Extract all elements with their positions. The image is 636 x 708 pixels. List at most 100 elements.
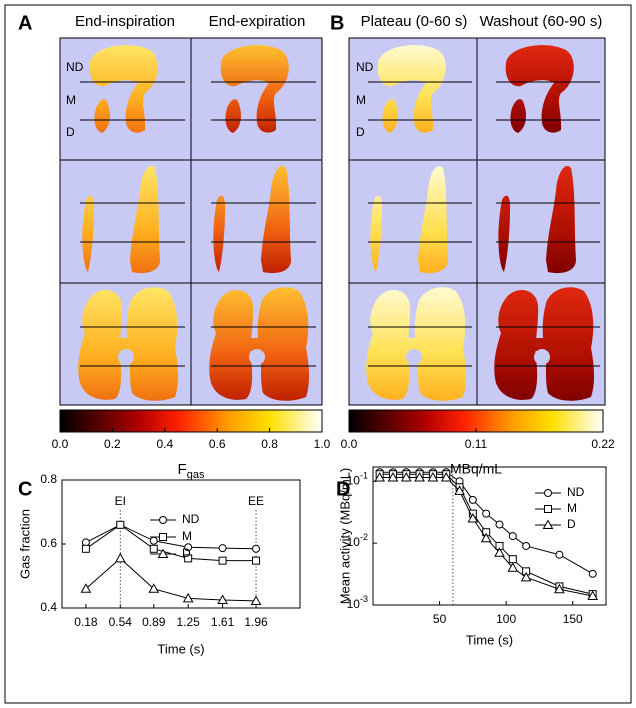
marker — [522, 541, 531, 550]
column-title: Washout (60-90 s) — [480, 13, 603, 30]
x-tick-label: 0.54 — [109, 615, 133, 629]
marker — [387, 471, 399, 482]
x-axis-title: Time (s) — [157, 641, 204, 656]
marker — [588, 569, 597, 578]
region-lines — [80, 81, 316, 367]
marker — [555, 550, 564, 559]
legend-marker — [544, 505, 552, 513]
legend-label: M — [567, 501, 577, 515]
annotation: EE — [248, 494, 264, 508]
legend-label: D — [567, 517, 576, 531]
marker — [217, 594, 228, 604]
x-tick-label: 1.61 — [211, 615, 235, 629]
marker — [468, 495, 477, 504]
marker — [148, 583, 160, 593]
region-lines — [368, 81, 600, 367]
panel-label: C — [18, 478, 32, 500]
x-tick-label: 0.89 — [142, 615, 166, 629]
y-axis-title: Mean activity (MBq/mL) — [337, 468, 352, 605]
region-label: ND — [356, 60, 374, 74]
marker — [252, 544, 261, 553]
colorbar-tick-label: 0.0 — [341, 437, 358, 451]
marker — [482, 509, 491, 518]
plot-frame — [61, 479, 301, 609]
series-line — [379, 471, 593, 575]
marker — [374, 471, 386, 482]
colorbar-tick-label: 0.6 — [209, 437, 226, 451]
y-tick-exponent: -3 — [360, 594, 368, 604]
series-line — [85, 557, 257, 602]
x-axis-title: Time (s) — [466, 632, 513, 647]
y-axis-title: Gas fraction — [17, 509, 32, 579]
legend-label: D — [182, 546, 191, 560]
region-label: M — [356, 93, 366, 107]
colorbar-label: MBq/mL — [450, 461, 502, 477]
plot-frame — [372, 466, 607, 606]
marker — [116, 520, 125, 529]
marker — [114, 552, 126, 563]
colorbar-tick-label: 0.8 — [261, 437, 278, 451]
marker — [149, 536, 158, 545]
image-cell — [348, 159, 478, 284]
legend-label: M — [182, 529, 192, 543]
y-tick-label: 0.4 — [40, 600, 57, 614]
marker — [454, 485, 465, 495]
image-cell — [190, 159, 323, 284]
marker — [414, 471, 425, 482]
x-tick-label: 50 — [433, 612, 447, 626]
marker — [182, 592, 194, 603]
image-cell — [476, 159, 606, 284]
y-tick-base: 10 — [347, 473, 361, 487]
image-grid: ND M D — [348, 37, 606, 406]
marker — [520, 571, 532, 582]
column-title: Plateau (0-60 s) — [361, 13, 468, 30]
y-tick-label: 10-1 — [347, 471, 368, 488]
colorbar-tick-label: 0.4 — [156, 437, 173, 451]
y-tick-base: 10 — [347, 597, 361, 611]
marker — [149, 544, 158, 553]
colorbar-label: Fgas — [178, 461, 205, 481]
legend-marker — [159, 516, 167, 524]
colorbar-tick-label: 0.0 — [52, 437, 69, 451]
marker — [507, 562, 519, 572]
legend-label: ND — [182, 512, 200, 526]
region-label: D — [356, 125, 365, 139]
y-tick-base: 10 — [347, 535, 361, 549]
colorbar-tick-label: 1.0 — [314, 437, 331, 451]
marker — [80, 583, 92, 593]
marker — [184, 554, 193, 563]
y-tick-label: 10-3 — [347, 594, 368, 611]
legend-marker — [157, 548, 169, 558]
series-line — [85, 524, 257, 562]
x-tick-label: 100 — [496, 612, 516, 626]
y-tick-exponent: -2 — [360, 533, 368, 543]
marker — [467, 512, 479, 523]
legend-marker — [544, 489, 552, 497]
marker — [81, 544, 90, 553]
marker — [495, 520, 504, 529]
legend-marker — [159, 533, 167, 541]
legend-marker — [542, 519, 554, 529]
image-grid: ND M D — [59, 37, 323, 406]
colorbar-label-main: F — [178, 461, 187, 478]
annotation: EI — [115, 494, 126, 508]
y-tick-exponent: -1 — [360, 471, 368, 481]
x-tick-label: 150 — [563, 612, 583, 626]
region-label: ND — [66, 60, 84, 74]
marker — [480, 532, 492, 543]
marker — [218, 556, 227, 565]
marker — [400, 471, 412, 482]
region-label: D — [66, 125, 75, 139]
x-tick-label: 1.96 — [244, 615, 268, 629]
marker — [508, 532, 517, 541]
marker — [218, 544, 227, 553]
column-title: End-expiration — [209, 13, 306, 30]
panel-label: A — [18, 12, 32, 34]
panel-label: B — [330, 12, 344, 34]
colorbar-label-sub: gas — [187, 469, 205, 481]
colorbar-tick-label: 0.2 — [104, 437, 121, 451]
marker — [494, 547, 505, 557]
marker — [554, 583, 565, 594]
image-cell — [59, 159, 192, 284]
